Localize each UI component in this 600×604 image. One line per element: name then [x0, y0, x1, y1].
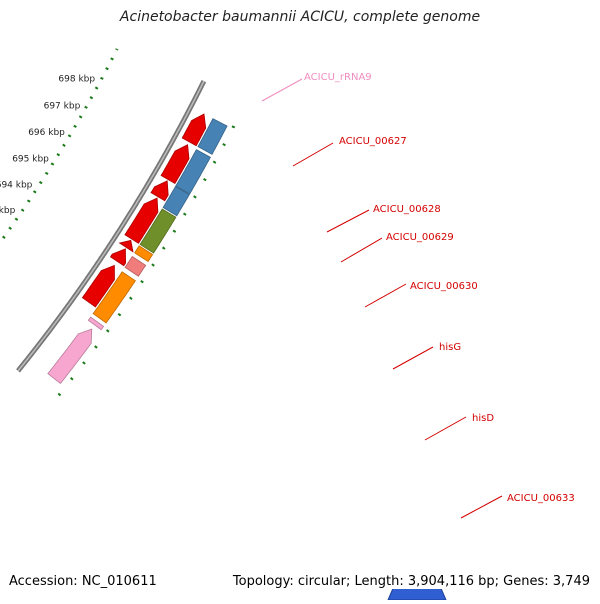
feature-label-acicu-00628: ACICU_00628 [373, 204, 441, 215]
feature-label-hisd: hisD [472, 413, 494, 424]
feature-label-acicu-rrna9: ACICU_rRNA9 [304, 72, 372, 83]
feature-cds-4 [109, 248, 127, 267]
feature-cds-10 [150, 180, 169, 202]
feature-label-hisg: hisG [439, 342, 461, 353]
feature-hisd [175, 149, 211, 195]
leader-line-acicu-00628 [326, 209, 370, 233]
feature-acicu-00633 [197, 118, 228, 155]
accession-label: Accession: NC_010611 [7, 574, 159, 589]
feature-acicu-00630 [139, 208, 177, 254]
leader-line-acicu-rrna9 [261, 78, 303, 102]
scale-tick-label: 696 kbp [28, 128, 65, 138]
scale-ring [0, 48, 119, 246]
scale-tick-label: 693 kbp [0, 206, 16, 216]
feature-label-acicu-00629: ACICU_00629 [386, 232, 454, 243]
leader-line-hisg [392, 346, 434, 370]
feature-label-acicu-00633: ACICU_00633 [507, 493, 575, 504]
feature-acicu-00627 [92, 271, 136, 324]
feature-cds-1 [87, 316, 105, 331]
feature-acicu-00628 [124, 255, 147, 277]
outer-dotted-ring [57, 110, 243, 397]
scale-tick-label: 695 kbp [12, 155, 49, 165]
leader-line-hisd [424, 416, 467, 441]
scale-tick-label: 697 kbp [44, 101, 81, 111]
feature-label-acicu-00627: ACICU_00627 [339, 136, 407, 147]
leader-line-acicu-00627 [292, 142, 334, 167]
leader-line-acicu-00633 [460, 495, 503, 519]
feature-acicu-00629 [134, 245, 154, 263]
feature-cds-6 [118, 239, 134, 253]
leader-line-acicu-00629 [340, 237, 383, 263]
leader-line-acicu-00630 [364, 283, 407, 308]
scale-tick-label: 698 kbp [58, 74, 95, 84]
genome-backbone-highlight [17, 80, 205, 372]
feature-cds-12 [160, 144, 190, 185]
feature-cds-2 [81, 264, 115, 308]
scale-tick-label: 694 kbp [0, 181, 33, 191]
feature-acicu-rrna9 [47, 328, 93, 385]
feature-hisg [162, 185, 190, 217]
genome-backbone [16, 79, 207, 373]
feature-cds-8 [124, 197, 159, 244]
feature-cds-14 [181, 113, 207, 147]
feature-label-acicu-00630: ACICU_00630 [410, 281, 478, 292]
genome-summary-label: Topology: circular; Length: 3,904,116 bp… [230, 574, 592, 589]
